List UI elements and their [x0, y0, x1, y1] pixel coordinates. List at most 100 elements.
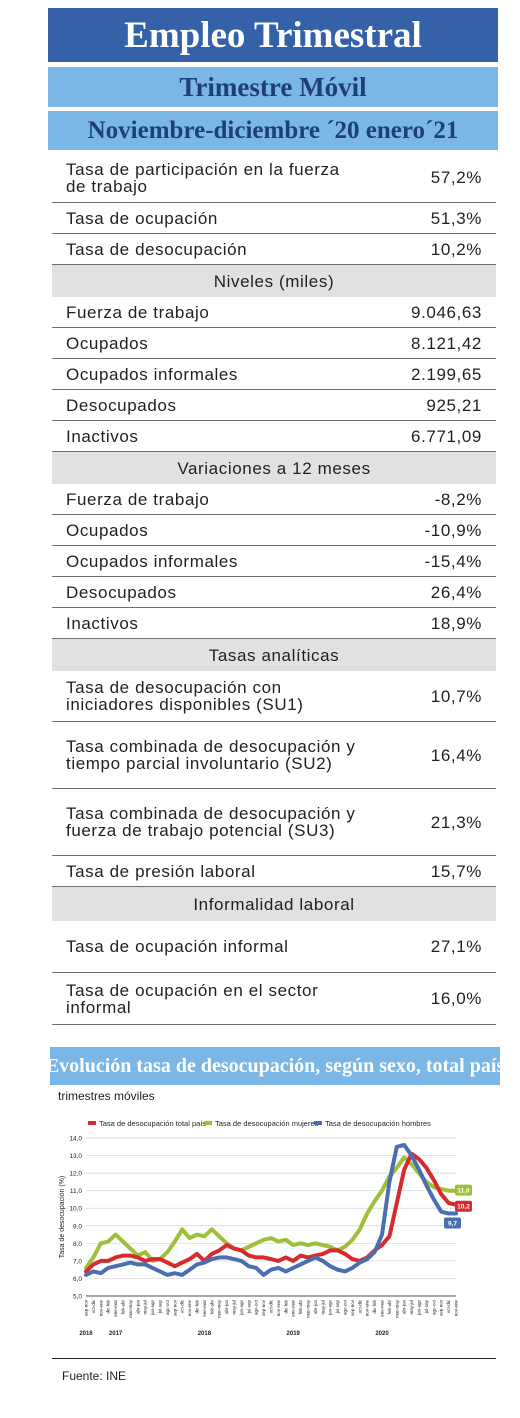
x-tick-label: feb-abr — [209, 1300, 214, 1315]
x-tick-label: ene-mar — [202, 1300, 207, 1317]
series-end-label: 11,0 — [457, 1188, 470, 1195]
x-tick-label: oct-dic — [91, 1299, 96, 1313]
x-tick-label: ene-mar — [380, 1300, 385, 1317]
table-row: Inactivos 6.771,09 — [52, 421, 496, 452]
x-tick-label: sep-nov — [350, 1299, 355, 1316]
row-value: -8,2% — [434, 489, 482, 509]
y-tick-label: 5,0 — [73, 1294, 82, 1301]
row-value: 6.771,09 — [411, 426, 482, 446]
year-label: 2016 — [79, 1331, 93, 1337]
y-tick-label: 7,0 — [73, 1258, 82, 1265]
y-axis-label: Tasa de desocupación (%) — [59, 1176, 66, 1259]
section-header: Variaciones a 12 meses — [52, 452, 496, 484]
table-row: Tasa de ocupación 51,3% — [52, 203, 496, 234]
series-line — [84, 1151, 458, 1274]
indicators-table: Tasa de participación en la fuerza de tr… — [52, 153, 496, 1025]
x-tick-label: jun-ago — [150, 1300, 155, 1317]
year-label: 2018 — [198, 1331, 212, 1337]
x-tick-label: jul-sep — [158, 1300, 163, 1315]
legend-label: Tasa de desocupación total país — [99, 1119, 206, 1128]
x-tick-label: sep-nov — [172, 1299, 177, 1316]
table-row: Ocupados informales -15,4% — [52, 546, 496, 577]
table-row: Tasa de ocupación en el sector informal 1… — [52, 973, 496, 1025]
table-row: Desocupados 925,21 — [52, 390, 496, 421]
row-value: 16,4% — [430, 745, 482, 765]
y-tick-label: 6,0 — [73, 1276, 82, 1283]
row-value: -15,4% — [424, 551, 482, 571]
table-row: Tasa combinada de desocupación y fuerza … — [52, 789, 496, 856]
x-tick-label: oct-dic — [180, 1299, 185, 1313]
section-label: Niveles (miles) — [213, 271, 335, 291]
table-row: Fuerza de trabajo -8,2% — [52, 484, 496, 515]
x-tick-label: nov-ene — [365, 1300, 370, 1317]
x-tick-label: jun-ago — [239, 1300, 244, 1317]
x-tick-label: jul-sep — [424, 1300, 429, 1315]
x-tick-label: mar-may — [306, 1299, 311, 1317]
row-label: Desocupados — [66, 582, 177, 602]
x-tick-label: jun-ago — [328, 1300, 333, 1317]
row-label: Ocupados — [66, 333, 149, 353]
x-tick-label: may-jul — [409, 1300, 414, 1315]
legend-label: Tasa de desocupación hombres — [325, 1119, 431, 1128]
row-label: Tasa de participación en la fuerza de tr… — [66, 159, 340, 196]
row-label: Tasa combinada de desocupación y tiempo … — [66, 737, 356, 773]
series-end-badge — [444, 1217, 461, 1229]
x-tick-label: ago-oct — [254, 1299, 259, 1315]
x-tick-label: abr-jun — [135, 1300, 140, 1315]
x-tick-label: nov-ene — [187, 1300, 192, 1317]
x-tick-label: nov-ene — [276, 1300, 281, 1317]
footer-divider — [52, 1358, 496, 1359]
series-end-badge — [455, 1200, 472, 1212]
table-row: Tasa combinada de desocupación y tiempo … — [52, 722, 496, 789]
section-label: Variaciones a 12 meses — [177, 458, 371, 478]
row-value: 9.046,63 — [411, 302, 482, 322]
section-header: Tasas analíticas — [52, 639, 496, 671]
series-end-label: 9,7 — [448, 1220, 457, 1227]
y-tick-label: 11,0 — [70, 1188, 83, 1195]
legend-label: Tasa de desocupación mujeres — [215, 1119, 319, 1128]
y-tick-label: 12,0 — [69, 1171, 82, 1178]
page-subtitle: Trimestre Móvil — [48, 67, 498, 107]
x-tick-label: ene-mar — [113, 1300, 118, 1317]
table-row: Ocupados informales 2.199,65 — [52, 359, 496, 390]
x-tick-label: ene-mar — [291, 1300, 296, 1317]
chart-title: Evolución tasa de desocupación, según se… — [46, 1047, 504, 1085]
x-tick-label: dic-feb — [372, 1300, 377, 1314]
period-label: Noviembre-diciembre ´20 enero´21 — [48, 111, 498, 150]
table-row: Ocupados 8.121,42 — [52, 328, 496, 359]
row-value: 57,2% — [430, 168, 482, 187]
x-tick-label: feb-abr — [298, 1300, 303, 1315]
row-value: 27,1% — [430, 937, 482, 956]
chart-subtitle: trimestres móviles — [58, 1089, 155, 1103]
x-tick-label: abr-jun — [224, 1300, 229, 1315]
x-tick-label: mar-may — [217, 1299, 222, 1317]
x-tick-label: oct-dic — [357, 1299, 362, 1313]
x-tick-label: dic-feb — [195, 1300, 200, 1314]
x-tick-label: abr-jun — [313, 1300, 318, 1315]
row-value: 2.199,65 — [411, 364, 482, 384]
row-label: Desocupados — [66, 395, 177, 415]
row-label: Ocupados — [66, 520, 149, 540]
x-tick-label: jul-sep — [335, 1300, 340, 1315]
x-tick-label: mar-may — [394, 1299, 399, 1317]
x-tick-label: ago-oct — [343, 1299, 348, 1315]
x-tick-label: may-jul — [143, 1300, 148, 1315]
row-label: Fuerza de trabajo — [66, 489, 210, 509]
row-value: 18,9% — [430, 613, 482, 633]
year-label: 2019 — [287, 1331, 301, 1337]
row-value: 10,2% — [430, 239, 482, 259]
x-tick-label: mar-may — [128, 1299, 133, 1317]
x-tick-label: sep-nov — [261, 1299, 266, 1316]
x-tick-label: jul-sep — [246, 1300, 251, 1315]
table-row: Tasa de desocupación con iniciadores dis… — [52, 671, 496, 722]
unemployment-line-chart: Tasa de desocupación total país Tasa de d… — [59, 1119, 472, 1337]
x-tick-label: ago-oct — [431, 1299, 436, 1315]
table-row: Inactivos 18,9% — [52, 608, 496, 639]
x-tick-label: sep-nov — [439, 1299, 444, 1316]
row-label: Tasa de ocupación — [66, 208, 218, 228]
table-row: Fuerza de trabajo 9.046,63 — [52, 297, 496, 328]
table-row: Ocupados -10,9% — [52, 515, 496, 546]
row-label: Tasa combinada de desocupación y fuerza … — [66, 804, 356, 840]
x-tick-label: nov-ene — [454, 1300, 459, 1317]
row-label: Tasa de ocupación en el sector informal — [66, 980, 319, 1017]
